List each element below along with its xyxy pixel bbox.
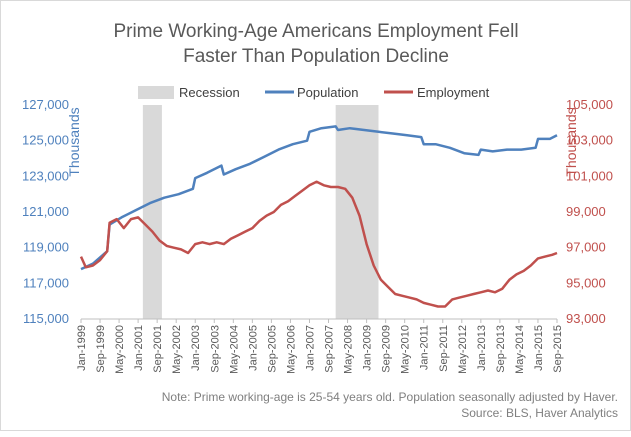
x-tick-label: May-2008	[343, 325, 355, 374]
legend-recession-swatch	[138, 86, 174, 99]
right-axis-title: Thousands	[563, 107, 579, 176]
x-tick-label: Sep-2009	[381, 325, 393, 373]
left-tick-label: 125,000	[22, 133, 69, 148]
left-axis-ticks: 115,000 117,000 119,000 121,000 123,000 125,0…	[22, 97, 69, 326]
x-tick-label: May-2006	[285, 325, 297, 374]
right-tick-label: 95,000	[566, 275, 606, 290]
right-axis-ticks: 93,000 95,000 97,000 99,000 101,000 103,000 10…	[566, 97, 613, 326]
x-tick-label: Sep-2011	[438, 325, 450, 372]
left-tick-label: 127,000	[22, 97, 69, 112]
chart-note: Note: Prime working-age is 25-54 years o…	[162, 390, 618, 404]
x-tick-label: Jan-2011	[419, 325, 431, 370]
x-tick-label: May-2010	[400, 325, 412, 374]
x-tick-label: Jan-2003	[190, 325, 202, 371]
population-series-line	[80, 125, 558, 271]
x-tick-label: Sep-2001	[152, 325, 164, 373]
right-tick-label: 97,000	[566, 240, 606, 255]
x-tick-label: Jan-2009	[362, 325, 374, 371]
x-tick-label: Sep-2015	[552, 325, 564, 373]
recession-band-1	[142, 105, 162, 319]
right-tick-label: 105,000	[566, 97, 613, 112]
left-tick-label: 119,000	[23, 240, 69, 255]
x-tick-label: Jan-2007	[304, 325, 316, 371]
left-tick-label: 123,000	[22, 168, 69, 183]
legend-recession-label: Recession	[179, 85, 240, 100]
x-tick-label: May-2002	[171, 325, 183, 374]
chart-source: Source: BLS, Haver Analytics	[461, 406, 618, 420]
x-tick-label: Sep-1999	[95, 325, 107, 373]
x-tick-label: May-2012	[457, 325, 469, 374]
x-tick-label: Jan-2001	[133, 325, 145, 371]
x-tick-label: Jan-1999	[76, 325, 88, 371]
x-tick-label: May-2004	[228, 325, 240, 374]
x-tick-label: Sep-2005	[266, 325, 278, 373]
employment-series-line	[79, 180, 558, 308]
legend-population-label: Population	[297, 85, 358, 100]
legend-employment-label: Employment	[417, 85, 490, 100]
left-tick-label: 115,000	[23, 311, 69, 326]
x-tick-label: Jan-2015	[533, 325, 545, 371]
x-tick-label: Sep-2007	[324, 325, 336, 373]
chart-title-line-2: Faster Than Population Decline	[183, 46, 449, 67]
left-tick-label: 121,000	[22, 204, 69, 219]
x-tick-label: Sep-2013	[495, 325, 507, 373]
x-tick-label: Jan-2005	[247, 325, 259, 371]
x-tick-label: Jan-2013	[476, 325, 488, 371]
recession-bands	[142, 105, 379, 319]
left-tick-label: 117,000	[23, 275, 69, 290]
series-lines	[79, 125, 558, 308]
x-tick-label: May-2014	[514, 325, 526, 374]
x-tick-label: May-2000	[114, 325, 126, 374]
right-tick-label: 93,000	[566, 311, 606, 326]
right-tick-label: 99,000	[566, 204, 606, 219]
right-tick-label: 101,000	[566, 168, 613, 183]
chart-title-line-1: Prime Working-Age Americans Employment F…	[113, 21, 518, 42]
right-tick-label: 103,000	[566, 133, 613, 148]
left-axis-title: Thousands	[66, 107, 82, 176]
x-tick-label: Sep-2003	[209, 325, 221, 373]
x-axis-ticks: Jan-1999 Sep-1999 May-2000 Jan-2001 Sep-2001…	[76, 319, 564, 374]
